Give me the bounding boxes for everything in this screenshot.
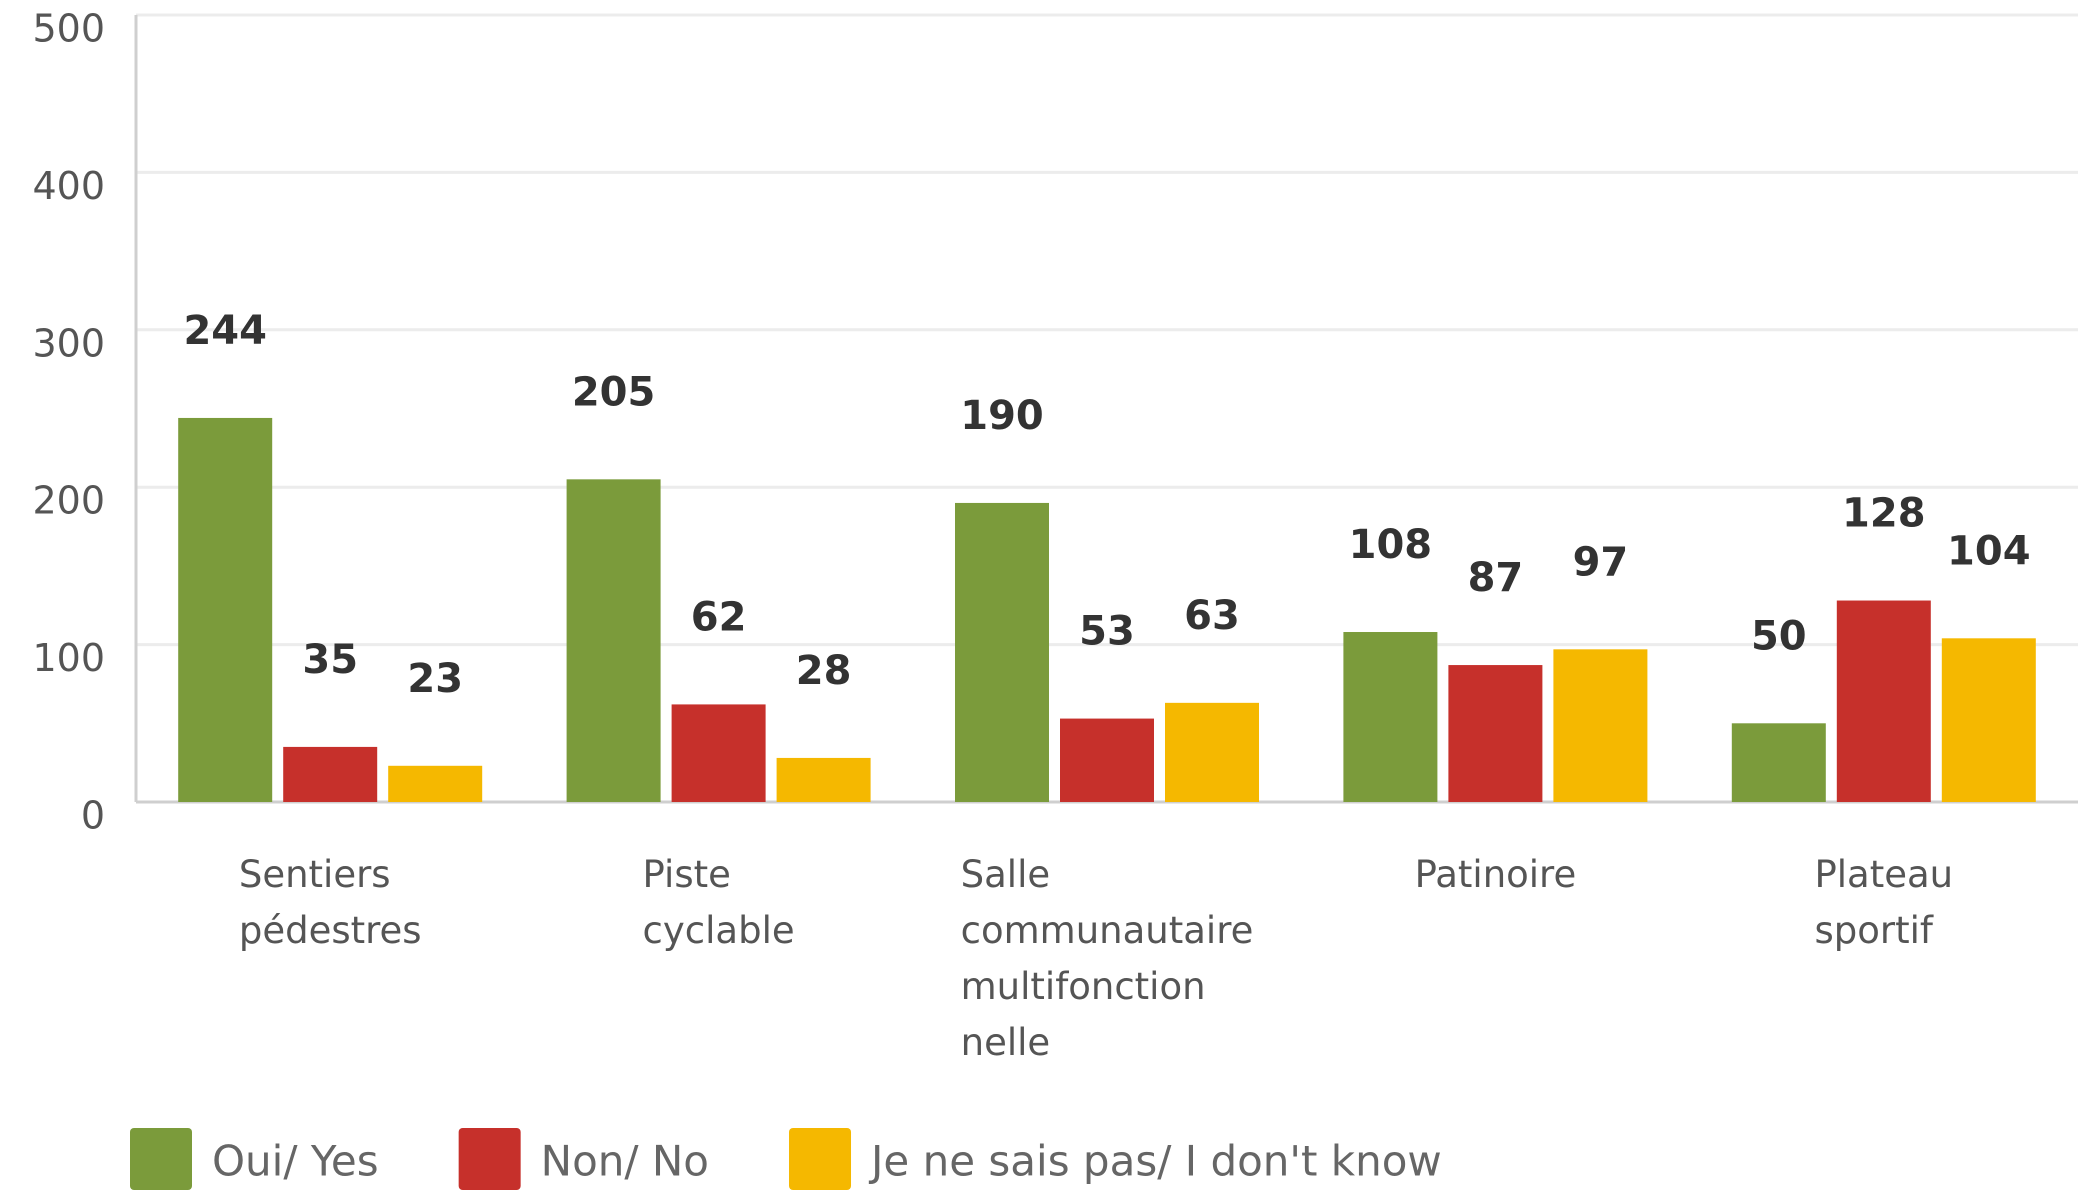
bar <box>178 417 273 802</box>
value-label: 205 <box>572 369 656 415</box>
value-label: 128 <box>1842 491 1926 537</box>
x-tick-label-line: cyclable <box>643 909 795 952</box>
value-label: 50 <box>1751 613 1807 659</box>
x-tick-label-line: multifonction <box>961 965 1206 1008</box>
bar <box>671 704 766 802</box>
x-tick-label: Plateau sportif <box>1814 853 1953 952</box>
bar <box>1060 718 1154 802</box>
x-tick-label-line: Plateau <box>1814 853 1953 896</box>
x-tick-label-line: nelle <box>961 1021 1051 1064</box>
x-tick-label: Salle communautaire multifonction nelle <box>961 853 1254 1064</box>
bar <box>776 757 871 802</box>
x-tick-label: Sentiers pédestres <box>239 853 422 952</box>
bar <box>566 479 661 802</box>
value-label: 53 <box>1079 609 1135 655</box>
y-tick-label: 200 <box>32 479 105 523</box>
legend-swatch <box>458 1128 521 1190</box>
value-label: 104 <box>1947 528 2031 574</box>
legend-label: Oui/ Yes <box>212 1137 379 1186</box>
bar <box>1448 665 1543 802</box>
x-tick-label-line: sportif <box>1814 909 1933 952</box>
x-tick-label: Piste cyclable <box>643 853 795 952</box>
value-label: 23 <box>407 656 463 702</box>
y-tick-label: 500 <box>32 7 105 51</box>
x-tick-label-line: communautaire <box>961 909 1254 952</box>
legend-label: Non/ No <box>541 1137 709 1186</box>
legend-swatch <box>130 1128 192 1190</box>
bar <box>955 502 1049 802</box>
y-tick-label: 0 <box>81 794 105 838</box>
y-tick-label: 400 <box>32 164 105 208</box>
x-tick-label: Patinoire <box>1415 853 1577 896</box>
x-tick-label-line: Sentiers <box>239 853 391 896</box>
value-label: 28 <box>796 648 852 694</box>
bar <box>1343 632 1438 802</box>
value-label: 62 <box>691 594 747 640</box>
legend-swatch <box>789 1128 852 1190</box>
bar <box>1553 649 1648 802</box>
y-tick-label: 100 <box>32 636 105 680</box>
x-tick-label-line: Salle <box>961 853 1050 896</box>
bar <box>1731 723 1826 802</box>
bar <box>1941 638 2036 802</box>
x-tick-label-line: Piste <box>643 853 731 896</box>
legend-label: Je ne sais pas/ I don't know <box>868 1137 1442 1186</box>
bar <box>388 765 483 802</box>
value-label: 87 <box>1468 555 1524 601</box>
value-label: 97 <box>1573 539 1629 585</box>
value-label: 108 <box>1349 522 1433 568</box>
x-tick-label-line: Patinoire <box>1415 853 1577 896</box>
value-label: 63 <box>1184 593 1240 639</box>
value-label: 35 <box>302 637 358 683</box>
value-label: 244 <box>183 308 267 354</box>
x-tick-label-line: pédestres <box>239 909 422 952</box>
bar <box>1836 600 1931 802</box>
y-tick-label: 300 <box>32 321 105 365</box>
value-label: 190 <box>960 393 1044 439</box>
bar <box>1165 702 1259 802</box>
bar <box>283 746 378 802</box>
